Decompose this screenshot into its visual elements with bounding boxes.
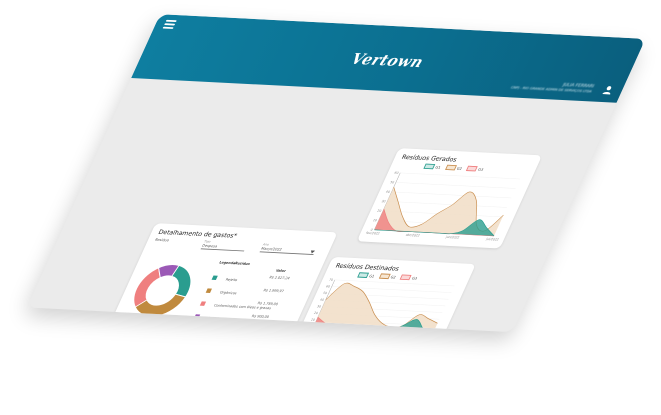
y-tick-label: 20 — [377, 209, 383, 213]
series-line-teal — [374, 219, 495, 237]
series-area-peach — [374, 187, 504, 236]
grid-line — [395, 182, 516, 189]
x-tick-label: fev/2022 — [365, 231, 380, 235]
donut-slice-4[interactable] — [154, 264, 180, 279]
y-tick-label: 30 — [316, 304, 322, 308]
residuo-select[interactable]: Resíduo — [154, 237, 171, 243]
x-tick-label: jun/2022 — [363, 331, 379, 333]
chevron-down-icon[interactable] — [309, 250, 316, 254]
x-tick-label: abr/2022 — [334, 329, 349, 332]
series-area-teal — [374, 219, 495, 236]
gastos-donut-chart — [133, 264, 192, 317]
residuos-gerados-chart: 0 10 20 30 40 50 60 fev/2022 abr/2022 jun/2022 jul… — [365, 171, 520, 241]
y-tick-label: 60 — [394, 171, 400, 175]
y-tick-label: 50 — [322, 291, 328, 295]
app-window: Vertown JULIA FERRARI CNPJ - RIO GRANDE … — [26, 14, 646, 333]
user-info: JULIA FERRARI CNPJ - RIO GRANDE ADMIN DE… — [510, 80, 595, 94]
x-tick-label: fev/2022 — [305, 328, 320, 332]
tipo-select[interactable]: Tipo Despesa — [200, 240, 249, 252]
y-tick-label: 10 — [372, 218, 378, 222]
series-area-peach — [313, 283, 438, 333]
legend-swatch — [211, 275, 218, 281]
grid-line — [334, 279, 455, 287]
x-tick-label: jun/2022 — [444, 235, 460, 240]
residuos-destinados-card: Resíduos Destinados G1 G2 G3 0 10 20 30 40 50… — [295, 256, 476, 333]
residuos-gerados-card: Resíduos Gerados G1 G2 G3 0 10 20 30 40 50 60 f… — [356, 148, 543, 249]
grid-line — [387, 201, 508, 208]
grid-line — [400, 172, 520, 180]
legend-swatch — [199, 301, 207, 306]
y-tick-label: 50 — [389, 180, 395, 184]
legend-swatch — [193, 314, 201, 319]
grid-line — [391, 191, 512, 199]
y-tick-label: 70 — [328, 278, 334, 282]
col-residuo: Resíduo — [234, 260, 251, 266]
y-tick-label: 20 — [313, 311, 319, 315]
y-tick-label: 10 — [310, 318, 316, 322]
col-valor: Valor — [275, 268, 287, 273]
y-tick-label: 0 — [370, 228, 374, 232]
x-tick-label: abr/2022 — [405, 233, 420, 237]
x-tick-label: jul/2022 — [485, 237, 500, 241]
y-tick-label: 60 — [325, 284, 331, 288]
legend-swatch — [205, 288, 212, 293]
detalhamento-gastos-card: Detalhamento de gastos* Resíduo Tipo Des… — [109, 223, 338, 333]
user-icon[interactable] — [601, 85, 616, 96]
y-tick-label: 40 — [385, 190, 391, 194]
ano-select[interactable]: Ano Março/2022 — [259, 243, 318, 255]
top-header: Vertown JULIA FERRARI CNPJ - RIO GRANDE … — [131, 14, 646, 103]
x-axis — [313, 326, 434, 333]
y-tick-label: 40 — [319, 298, 325, 302]
hamburger-icon[interactable] — [162, 19, 177, 29]
series-line-peach — [325, 282, 438, 328]
y-tick-label: 0 — [309, 324, 313, 328]
grid-line — [313, 326, 434, 333]
y-tick-label: 30 — [381, 199, 387, 203]
brand-logo: Vertown — [348, 50, 427, 72]
